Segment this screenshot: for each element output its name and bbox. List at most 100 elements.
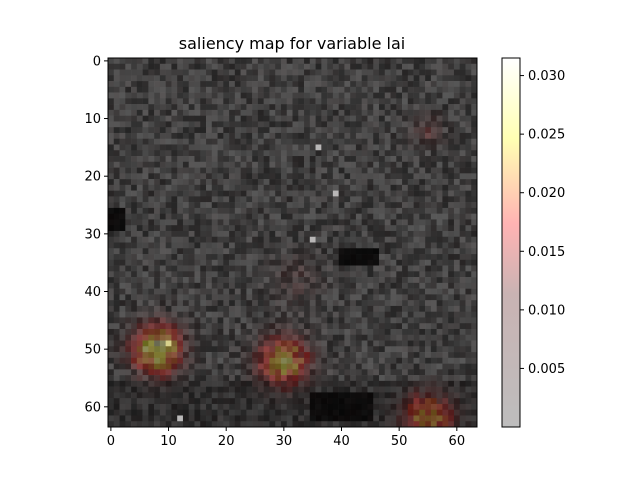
heatmap-cell — [188, 415, 195, 422]
heatmap-cell — [217, 403, 224, 411]
heatmap-cell — [361, 63, 368, 70]
heatmap-cell — [344, 190, 351, 197]
heatmap-cell — [419, 363, 426, 370]
heatmap-cell — [309, 398, 316, 405]
heatmap-cell — [142, 207, 149, 214]
heatmap-cell — [402, 409, 409, 416]
heatmap-cell — [448, 81, 455, 88]
heatmap-cell — [246, 380, 253, 387]
heatmap-cell — [154, 121, 161, 128]
heatmap-cell — [448, 398, 455, 405]
heatmap-cell — [200, 334, 207, 341]
heatmap-cell — [125, 144, 132, 151]
heatmap-cell — [148, 98, 155, 105]
heatmap-cell — [396, 225, 403, 232]
heatmap-cell — [131, 409, 138, 416]
heatmap-cell — [240, 328, 247, 336]
heatmap-cell — [275, 334, 282, 341]
heatmap-cell — [252, 104, 259, 111]
heatmap-cell — [131, 156, 138, 163]
heatmap-cell — [125, 58, 132, 65]
heatmap-cell — [465, 392, 472, 399]
heatmap-cell — [182, 415, 190, 422]
heatmap-cell — [125, 207, 132, 214]
heatmap-cell — [206, 334, 213, 341]
heatmap-cell — [136, 254, 143, 261]
heatmap-cell — [448, 271, 455, 278]
heatmap-cell — [309, 75, 316, 82]
heatmap-cell — [269, 346, 276, 353]
heatmap-cell — [136, 340, 143, 347]
heatmap-cell — [217, 421, 224, 428]
heatmap-cell — [350, 63, 357, 70]
heatmap-cell — [148, 179, 155, 186]
heatmap-cell — [200, 294, 207, 301]
heatmap-cell — [373, 173, 380, 180]
heatmap-cell — [200, 167, 207, 174]
heatmap-cell — [442, 121, 449, 128]
heatmap-cell — [136, 115, 143, 122]
heatmap-cell — [309, 248, 316, 255]
heatmap-cell — [217, 179, 224, 186]
heatmap-cell — [309, 81, 316, 88]
heatmap-cell — [402, 63, 409, 70]
heatmap-cell — [471, 150, 478, 157]
heatmap-cell — [275, 86, 282, 93]
heatmap-cell — [148, 259, 155, 266]
heatmap-cell — [211, 254, 218, 261]
heatmap-cell — [304, 69, 311, 76]
heatmap-cell — [286, 144, 293, 151]
heatmap-cell — [459, 213, 466, 220]
heatmap-cell — [327, 230, 334, 238]
heatmap-cell — [263, 357, 270, 364]
heatmap-cell — [263, 352, 270, 359]
heatmap-cell — [430, 92, 437, 99]
heatmap-cell — [217, 357, 224, 364]
heatmap-cell — [131, 375, 138, 382]
heatmap-cell — [148, 328, 155, 336]
heatmap-cell — [298, 409, 305, 416]
heatmap-cell — [269, 196, 276, 203]
heatmap-cell — [361, 282, 368, 289]
heatmap-cell — [263, 386, 270, 393]
heatmap-cell — [206, 236, 213, 243]
heatmap-cell — [200, 161, 207, 168]
heatmap-cell — [108, 213, 115, 220]
heatmap-cell — [355, 121, 362, 128]
heatmap-cell — [257, 179, 264, 186]
heatmap-cell — [200, 69, 207, 76]
heatmap-cell — [304, 288, 311, 295]
heatmap-cell — [355, 265, 362, 272]
heatmap-cell — [263, 311, 270, 318]
heatmap-cell — [188, 294, 195, 301]
heatmap-cell — [471, 300, 478, 307]
heatmap-cell — [413, 167, 420, 174]
heatmap-cell — [165, 375, 172, 382]
heatmap-cell — [471, 190, 478, 197]
heatmap-cell — [315, 230, 322, 238]
heatmap-cell — [396, 75, 403, 82]
heatmap-cell — [188, 144, 195, 151]
heatmap-cell — [384, 63, 391, 70]
heatmap-cell — [396, 132, 403, 140]
heatmap-cell — [465, 363, 472, 370]
heatmap-cell — [292, 161, 299, 168]
heatmap-cell — [182, 207, 190, 214]
heatmap-cell — [108, 259, 115, 266]
heatmap-cell — [402, 207, 409, 214]
heatmap-cell — [471, 202, 478, 209]
heatmap-cell — [119, 392, 126, 399]
heatmap-cell — [240, 225, 247, 232]
heatmap-cell — [390, 184, 397, 191]
heatmap-cell — [309, 259, 316, 266]
heatmap-cell — [108, 409, 115, 416]
heatmap-cell — [338, 328, 345, 336]
heatmap-cell — [453, 265, 461, 272]
heatmap-cell — [165, 392, 172, 399]
heatmap-cell — [223, 104, 230, 111]
heatmap-cell — [113, 288, 120, 295]
heatmap-cell — [257, 230, 264, 238]
heatmap-cell — [471, 398, 478, 405]
heatmap-cell — [448, 386, 455, 393]
heatmap-cell — [177, 207, 184, 214]
